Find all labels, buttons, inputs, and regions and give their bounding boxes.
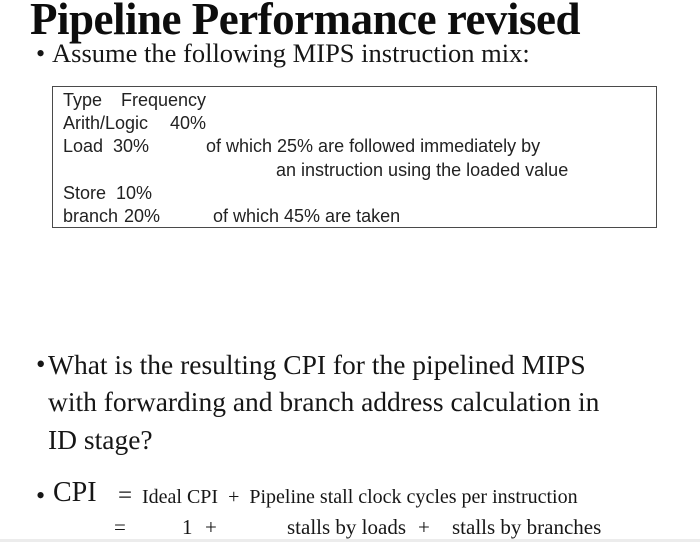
scan-edge-artifact [0, 539, 700, 542]
mix-branch-note: of which 45% are taken [213, 206, 401, 226]
equals-sign: = [118, 482, 133, 509]
mix-row-load: Load 30% of which 25% are followed immed… [63, 135, 654, 158]
question-bullet-text: What is the resulting CPI for the pipeli… [48, 346, 599, 458]
plus-sign: + [418, 515, 430, 539]
mix-type-value: Load [63, 136, 104, 156]
assume-bullet-text: Assume the following MIPS instruction mi… [52, 38, 530, 68]
plus-sign: + [205, 515, 217, 539]
cpi-label: CPI [53, 477, 97, 508]
question-text-line: with forwarding and branch address calcu… [48, 386, 600, 418]
ideal-cpi-value: 1 [182, 515, 193, 539]
bullet-marker: • [36, 39, 46, 68]
mix-frequency-value: 20% [124, 206, 161, 226]
mix-type-header: Type [63, 90, 103, 110]
question-text-line: What is the resulting CPI for the pipeli… [48, 349, 586, 380]
stalls-by-branches-text: stalls by branches [452, 515, 602, 539]
mix-frequency-value: 10% [116, 183, 153, 203]
mix-frequency-value: 30% [113, 136, 150, 156]
mix-row-store: Store 10% [63, 182, 654, 205]
mix-row-arith-logic: Arith/Logic 40% [63, 112, 654, 135]
mix-row-branch: branch 20% of which 45% are taken [63, 205, 654, 228]
equals-sign: = [114, 515, 126, 539]
mix-frequency-header: Frequency [121, 90, 207, 110]
slide-title: Pipeline Performance revised [30, 0, 581, 44]
mix-type-value: Arith/Logic [63, 113, 149, 133]
bullet-marker: • [36, 349, 46, 379]
instruction-mix-box: Type Frequency Arith/Logic 40% Load 30% … [52, 86, 657, 228]
bullet-marker: • [36, 481, 46, 510]
mix-load-note: of which 25% are followed immediately by [206, 136, 541, 156]
mix-row-load-note-continuation: an instruction using the loaded value [63, 159, 654, 182]
mix-frequency-value: 40% [170, 113, 207, 133]
question-text-line: ID stage? [48, 423, 153, 455]
cpi-formula-rhs: Ideal CPI + Pipeline stall clock cycles … [142, 486, 578, 508]
mix-type-value: branch [63, 206, 119, 226]
stalls-by-loads-text: stalls by loads [287, 515, 406, 539]
mix-load-note-line2: an instruction using the loaded value [276, 160, 569, 180]
mix-row-header: Type Frequency [63, 89, 654, 112]
mix-type-value: Store [63, 183, 107, 203]
